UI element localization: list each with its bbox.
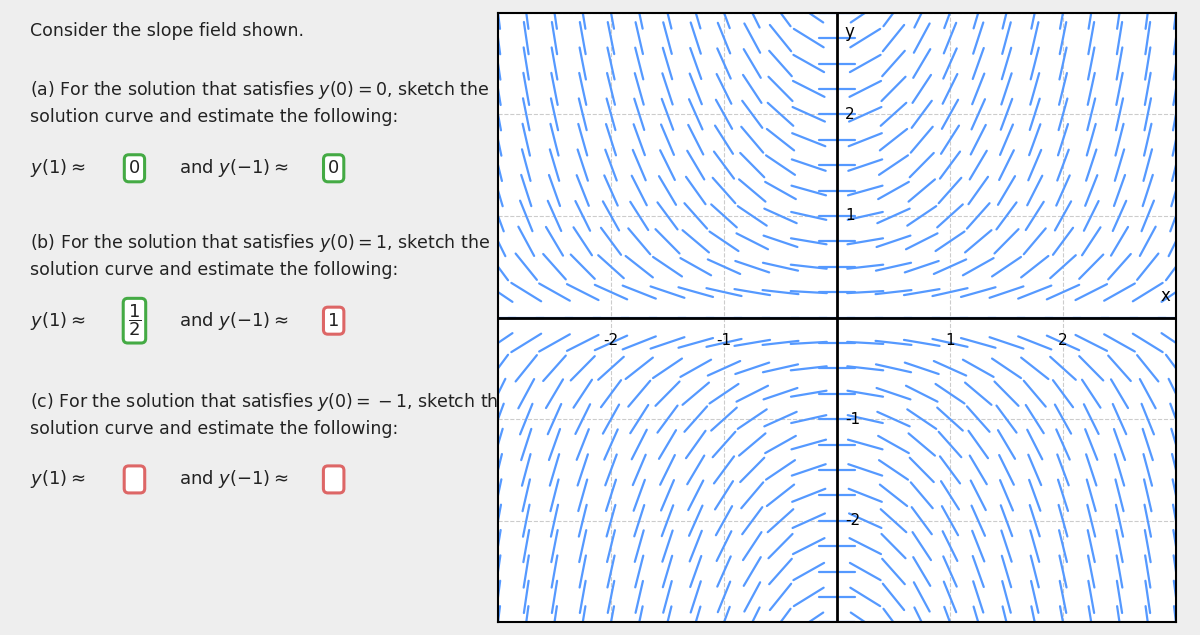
Text: $\dfrac{1}{2}$: $\dfrac{1}{2}$ [127,303,142,338]
Text: -2: -2 [604,333,618,348]
Text: and $y(-1) \approx$: and $y(-1) \approx$ [179,310,289,331]
Text: -1: -1 [716,333,732,348]
Text: and $y(-1) \approx$: and $y(-1) \approx$ [179,157,289,179]
Text: (a) For the solution that satisfies $y(0) = 0$, sketch the
solution curve and es: (a) For the solution that satisfies $y(0… [30,79,490,126]
Text: 1: 1 [328,312,340,330]
Text: 1: 1 [946,333,955,348]
Text: 0: 0 [328,159,340,177]
Text: Consider the slope field shown.: Consider the slope field shown. [30,22,304,40]
Text: 0: 0 [128,159,140,177]
Text: 2: 2 [845,107,854,122]
Text: y: y [845,23,854,41]
Text: $y(1) \approx$: $y(1) \approx$ [30,469,85,490]
Text: 2: 2 [1058,333,1068,348]
Text: 1: 1 [845,208,854,224]
Text: and $y(-1) \approx$: and $y(-1) \approx$ [179,469,289,490]
Text: $y(1) \approx$: $y(1) \approx$ [30,310,85,331]
Text: -1: -1 [845,411,860,427]
Text: $y(1) \approx$: $y(1) \approx$ [30,157,85,179]
Text: (b) For the solution that satisfies $y(0) = 1$, sketch the
solution curve and es: (b) For the solution that satisfies $y(0… [30,232,490,279]
Text: (c) For the solution that satisfies $y(0) = -1$, sketch the
solution curve and e: (c) For the solution that satisfies $y(0… [30,391,510,438]
Text: -2: -2 [845,513,860,528]
Text: x: x [1160,287,1170,305]
